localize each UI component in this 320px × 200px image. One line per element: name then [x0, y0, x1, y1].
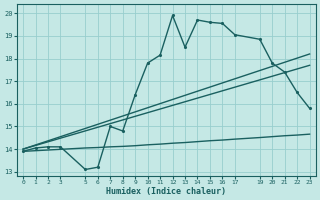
X-axis label: Humidex (Indice chaleur): Humidex (Indice chaleur)	[106, 187, 226, 196]
